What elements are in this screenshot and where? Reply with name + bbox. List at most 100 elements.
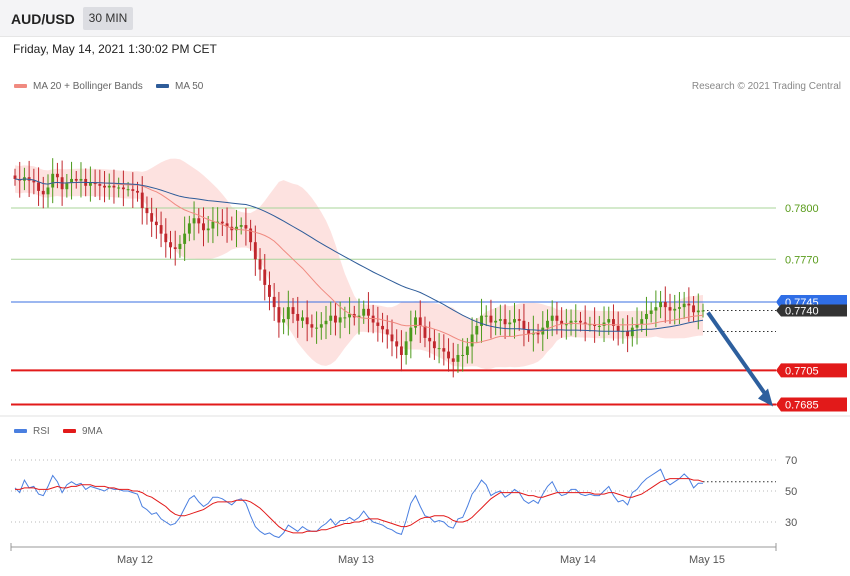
level-tag [776, 397, 847, 412]
forecast-arrow-shaft [706, 311, 769, 398]
candle [517, 309, 521, 331]
candle [498, 304, 502, 336]
candle [574, 304, 578, 338]
legend-rsi-ma: 9MA [63, 426, 103, 437]
candle [310, 314, 314, 338]
candle-body [442, 348, 446, 352]
candle-body [319, 324, 323, 328]
candle-body [649, 310, 653, 314]
candle-body [333, 315, 337, 323]
candle-body [701, 310, 705, 312]
candle-body [456, 354, 460, 362]
legend-ma50-label: MA 50 [175, 81, 204, 92]
candle [253, 225, 257, 276]
candle-body [550, 315, 554, 321]
candle [564, 308, 568, 340]
candle [277, 291, 281, 338]
chart-header: AUD/USD 30 MIN [0, 0, 850, 37]
candle-body [74, 178, 78, 181]
candle [569, 309, 573, 336]
candle-body [315, 327, 319, 329]
candle-body [489, 315, 493, 323]
candle-body [338, 317, 342, 323]
candle-body [46, 187, 50, 195]
candle [663, 286, 667, 323]
candle [376, 306, 380, 342]
candle [418, 300, 422, 343]
candle-body [291, 307, 295, 314]
candle-body [362, 308, 366, 316]
timeframe-badge[interactable]: 30 MIN [83, 7, 133, 30]
rsi-level-label: 30 [785, 517, 797, 529]
candle-body [560, 320, 564, 325]
candle [560, 307, 564, 338]
candle-body [70, 178, 73, 183]
candle [682, 291, 686, 319]
candle [74, 170, 78, 189]
candle-body [404, 341, 408, 355]
ma20-swatch-icon [14, 84, 27, 89]
candle [178, 235, 182, 258]
candle [272, 283, 276, 321]
candle [522, 303, 526, 347]
candle-body [659, 302, 663, 308]
candle [437, 333, 441, 364]
candle [659, 290, 663, 319]
candle-body [484, 315, 488, 317]
candle [649, 302, 653, 323]
candle [546, 309, 549, 340]
candle-body [13, 175, 17, 179]
ma50-line [14, 178, 704, 332]
candle-body [588, 324, 592, 326]
candle [329, 301, 333, 336]
candle [239, 217, 243, 235]
candle-body [593, 324, 597, 326]
candle [395, 329, 399, 359]
candle-body [692, 305, 696, 313]
candle [216, 207, 220, 237]
candle-body [517, 319, 521, 321]
legend-rsi: RSI [14, 426, 50, 437]
candle-body [616, 325, 620, 332]
candle [187, 215, 191, 242]
candle [88, 166, 92, 202]
candle-body [428, 337, 432, 342]
candle [362, 300, 366, 324]
candle-body [107, 185, 111, 188]
candle [301, 310, 304, 328]
candle-body [399, 346, 403, 355]
candle-body [98, 184, 102, 186]
candle-body [437, 348, 441, 350]
candle [348, 297, 352, 335]
candle-body [348, 313, 352, 318]
candle-body [687, 303, 691, 306]
level-label: 0.7705 [785, 365, 819, 377]
candle-body [696, 310, 700, 313]
candle-body [154, 221, 158, 226]
candle [451, 342, 455, 378]
candle [692, 296, 696, 322]
rsi-ma-line [15, 478, 704, 534]
x-tick-label: May 15 [689, 554, 725, 566]
candle-body [635, 324, 639, 328]
current-price-label: 0.7740 [785, 306, 819, 318]
candle-body [211, 221, 215, 229]
ma50-swatch-icon [156, 84, 169, 89]
candle [409, 310, 413, 359]
candle-body [324, 320, 328, 325]
candle-body [385, 329, 389, 335]
candle-body [461, 354, 465, 356]
candle [46, 174, 50, 208]
candle-body [381, 325, 385, 330]
candle-body [564, 324, 568, 326]
candle-body [277, 307, 281, 323]
candle-body [178, 243, 182, 250]
candle-body [65, 182, 69, 190]
candle [315, 311, 319, 344]
x-tick-label: May 12 [117, 554, 153, 566]
candle-body [88, 182, 92, 186]
candle-body [32, 180, 36, 183]
candle [117, 177, 121, 198]
candle [381, 312, 385, 343]
